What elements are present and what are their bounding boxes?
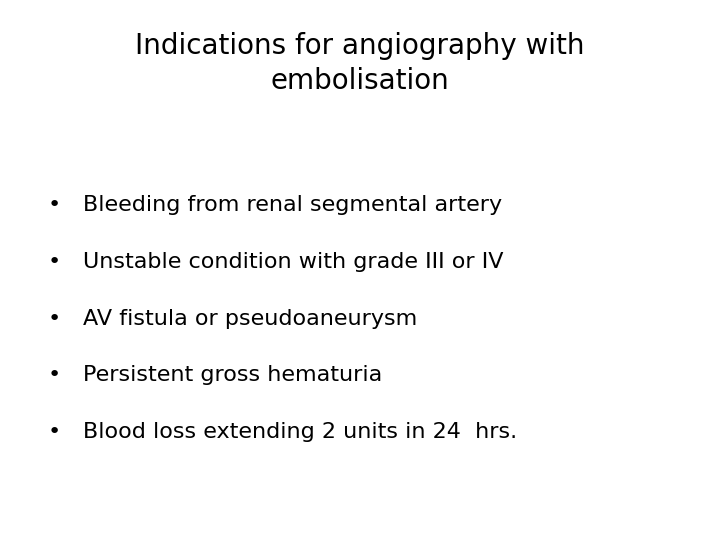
Text: AV fistula or pseudoaneurysm: AV fistula or pseudoaneurysm (83, 308, 417, 329)
Text: •: • (48, 195, 60, 215)
Text: •: • (48, 422, 60, 442)
Text: •: • (48, 365, 60, 386)
Text: •: • (48, 308, 60, 329)
Text: Unstable condition with grade III or IV: Unstable condition with grade III or IV (83, 252, 503, 272)
Text: •: • (48, 252, 60, 272)
Text: Persistent gross hematuria: Persistent gross hematuria (83, 365, 382, 386)
Text: Blood loss extending 2 units in 24  hrs.: Blood loss extending 2 units in 24 hrs. (83, 422, 517, 442)
Text: Bleeding from renal segmental artery: Bleeding from renal segmental artery (83, 195, 502, 215)
Text: Indications for angiography with
embolisation: Indications for angiography with embolis… (135, 32, 585, 95)
